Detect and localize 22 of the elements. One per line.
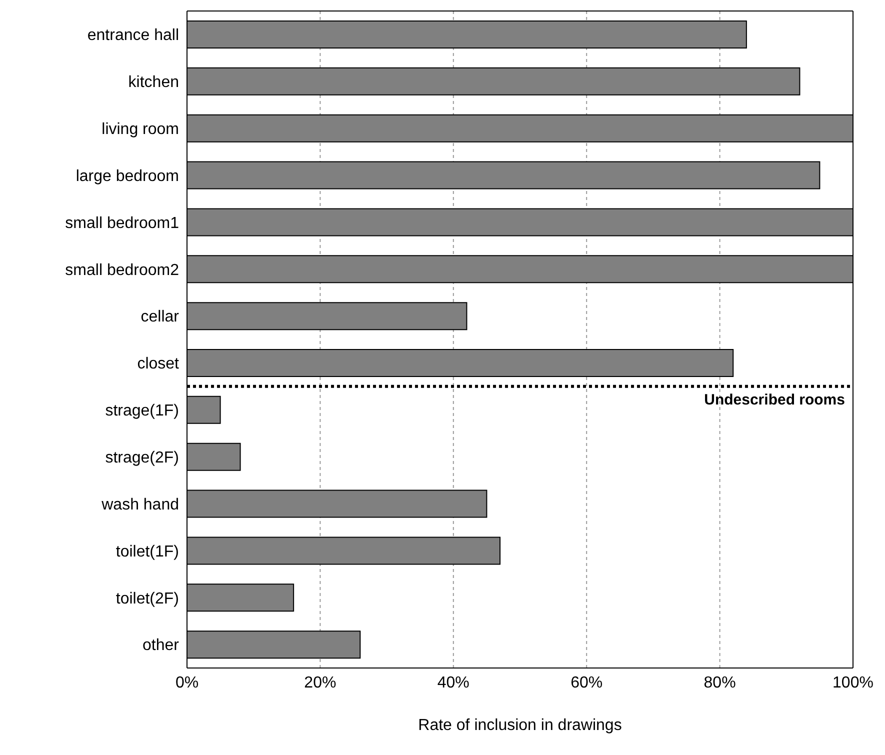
y-tick-label: closet [137, 356, 180, 373]
y-tick-label: toilet(1F) [116, 543, 179, 560]
y-tick-label: strage(1F) [105, 402, 179, 420]
y-tick-label: kitchen [128, 74, 179, 92]
y-tick-label: cellar [140, 308, 180, 326]
x-tick-label: 60% [570, 674, 603, 692]
x-tick-label: 0% [175, 674, 199, 692]
y-tick-label: entrance hall [87, 27, 179, 44]
y-tick-label: small bedroom2 [65, 262, 180, 279]
y-tick-label: small bedroom1 [65, 214, 180, 232]
ref-line-label: Undescribed rooms [704, 391, 845, 408]
x-tick-label: 40% [437, 674, 470, 692]
y-tick-label: large bedroom [76, 168, 179, 185]
y-tick-label: strage(2F) [105, 450, 179, 466]
x-tick-label: 80% [704, 674, 736, 692]
x-tick-label: 20% [304, 674, 336, 692]
y-tick-label: living room [102, 121, 179, 138]
x-axis-title: Rate of inclusion in drawings [418, 717, 622, 734]
x-tick-label: 100% [832, 674, 874, 692]
y-tick-label: wash hand [100, 496, 179, 514]
y-tick-label: toilet(2F) [116, 590, 179, 608]
y-tick-label: other [142, 637, 180, 654]
